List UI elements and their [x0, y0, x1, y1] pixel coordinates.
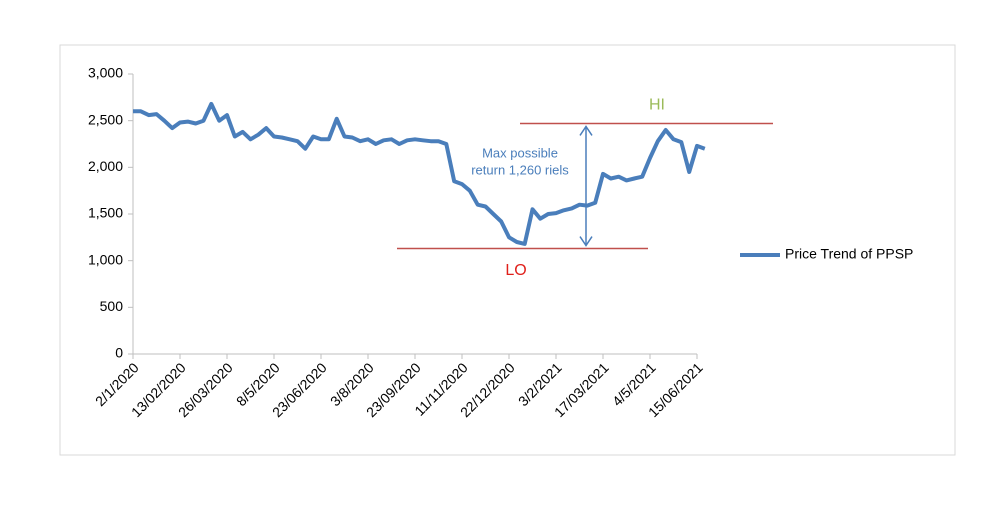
y-tick-label: 1,000 [88, 251, 123, 267]
y-tick-label: 1,500 [88, 205, 123, 221]
arrow-head-bottom [579, 236, 593, 247]
legend-label: Price Trend of PPSP [785, 246, 913, 262]
y-tick-label: 0 [115, 345, 123, 361]
y-tick-label: 3,000 [88, 65, 123, 81]
price-line [133, 101, 706, 246]
arrow-label: Max possible [482, 145, 558, 160]
y-tick-label: 500 [100, 298, 124, 314]
hi-label: HI [649, 97, 665, 114]
y-tick-label: 2,500 [88, 111, 123, 127]
arrow-label: return 1,260 riels [471, 162, 569, 177]
arrow-head-top [579, 125, 593, 136]
lo-label: LO [505, 262, 526, 279]
chart-frame [59, 44, 956, 456]
y-tick-label: 2,000 [88, 158, 123, 174]
